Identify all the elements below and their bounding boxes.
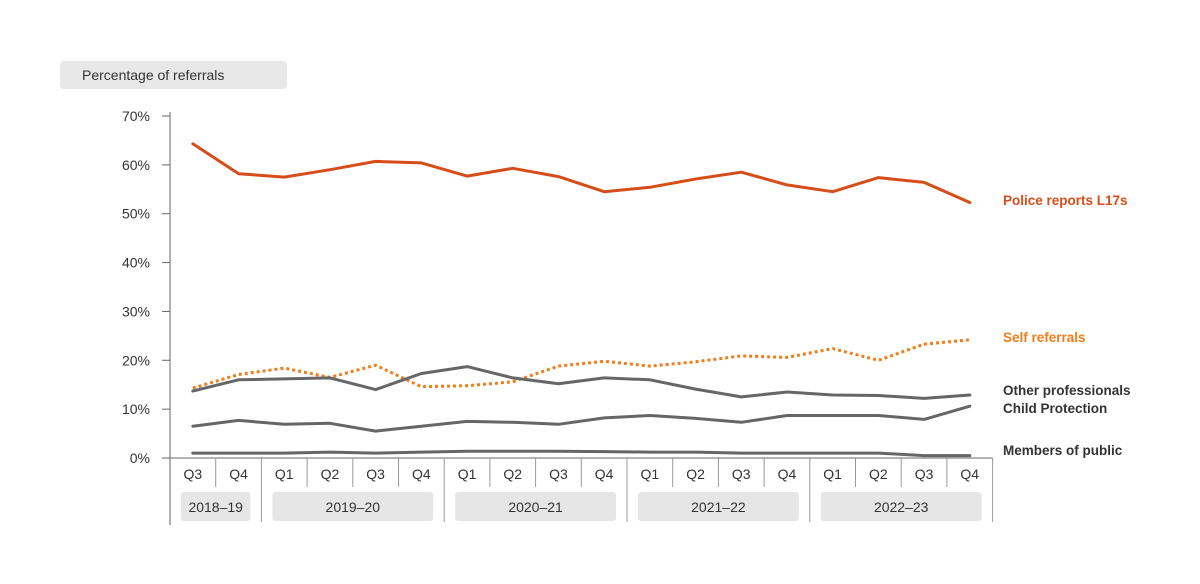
x-tick-label: Q4 [229, 466, 248, 482]
x-tick-label: Q3 [732, 466, 751, 482]
x-tick-label: Q2 [503, 466, 522, 482]
y-tick-label: 30% [122, 303, 150, 319]
year-label: 2021–22 [691, 499, 746, 515]
x-tick-label: Q3 [184, 466, 203, 482]
y-tick-label: 60% [122, 157, 150, 173]
series-line [192, 338, 970, 390]
series-line [191, 365, 972, 400]
series-label: Self referrals [1003, 330, 1086, 345]
year-box [638, 492, 799, 521]
y-tick-label: 40% [122, 255, 150, 271]
x-tick-label: Q2 [869, 466, 888, 482]
x-tick-label: Q2 [686, 466, 705, 482]
year-box [272, 492, 434, 521]
x-tick-label: Q4 [412, 466, 431, 482]
series-label: Members of public [1003, 443, 1123, 458]
series-label: Child Protection [1003, 401, 1107, 416]
y-axis-title-text: Percentage of referrals [82, 67, 224, 83]
x-tick-label: Q3 [915, 466, 934, 482]
year-label: 2022–23 [874, 499, 929, 515]
x-tick-label: Q4 [960, 466, 979, 482]
series-line [191, 142, 972, 204]
x-tick-label: Q3 [549, 466, 568, 482]
year-box [820, 492, 982, 521]
y-tick-label: 50% [122, 206, 150, 222]
series-label: Other professionals [1003, 383, 1131, 398]
x-tick-label: Q3 [366, 466, 385, 482]
x-tick-label: Q1 [641, 466, 660, 482]
x-tick-label: Q2 [321, 466, 340, 482]
year-box [455, 492, 616, 521]
y-tick-label: 70% [122, 108, 150, 124]
x-tick-label: Q1 [823, 466, 842, 482]
y-tick-label: 20% [122, 352, 150, 368]
year-box [181, 492, 251, 521]
x-tick-label: Q4 [778, 466, 797, 482]
y-tick-label: 10% [122, 401, 150, 417]
series-labels: Police reports L17s Self referrals Other p… [1003, 193, 1131, 458]
series-layer [191, 142, 972, 458]
y-tick-label: 0% [130, 450, 150, 466]
year-label: 2020–21 [508, 499, 563, 515]
year-label: 2018–19 [188, 499, 243, 515]
y-axis-title: Percentage of referrals [60, 61, 287, 89]
year-label: 2019–20 [326, 499, 381, 515]
y-axis: 0% 10% 20% 30% 40% 50% 60% 70% [122, 108, 171, 525]
series-line [191, 404, 972, 433]
x-tick-label: Q4 [595, 466, 614, 482]
x-tick-label: Q1 [458, 466, 477, 482]
x-axis: Q3 Q4 Q1 Q2 Q3 Q4 Q1 Q2 Q3 Q4 Q1 Q2 Q3 Q4 Q1 Q2 Q3 Q4 2018… [170, 457, 994, 522]
x-tick-label: Q1 [275, 466, 294, 482]
series-label: Police reports L17s [1003, 193, 1128, 208]
series-line [191, 449, 972, 458]
